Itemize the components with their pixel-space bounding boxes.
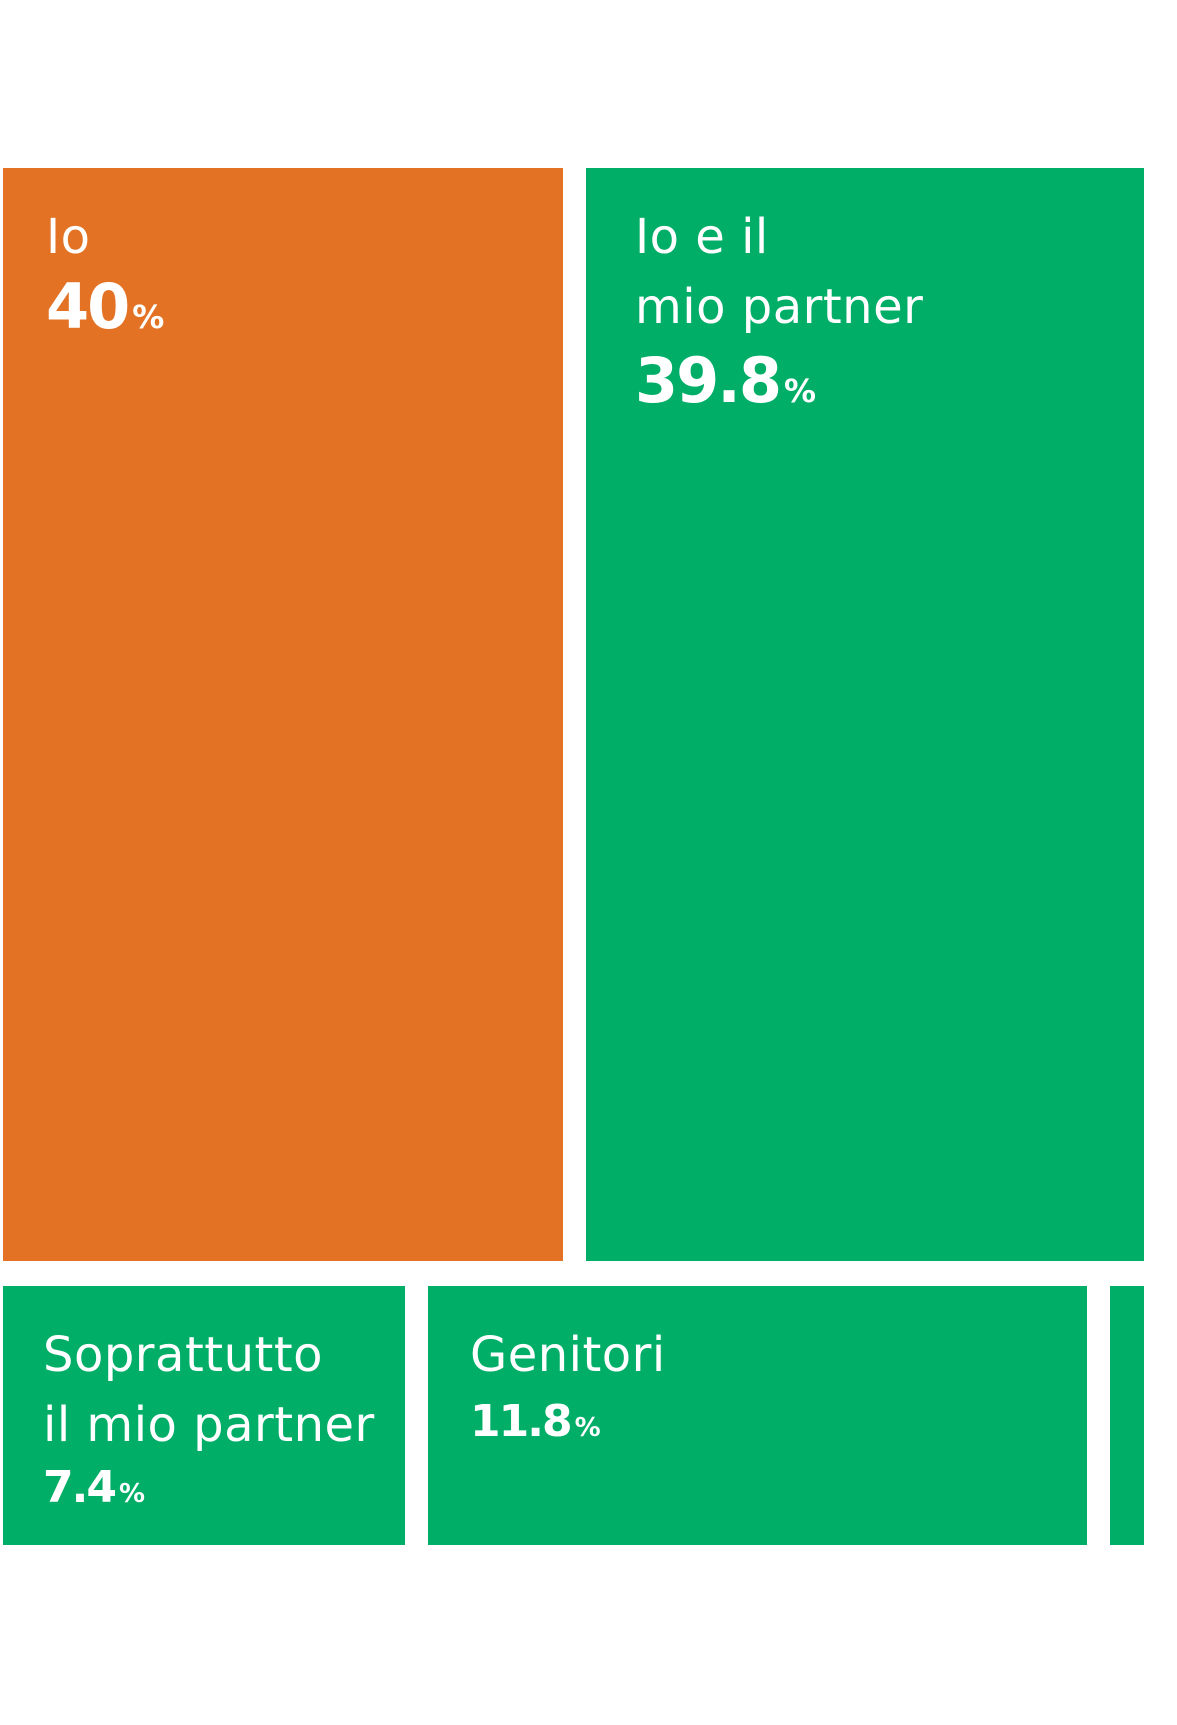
tile-unlabeled <box>1110 1286 1144 1545</box>
tile-value-number: 11.8 <box>470 1396 573 1447</box>
tile-value: 7.4% <box>43 1462 405 1513</box>
tile-label: Genitori <box>470 1327 666 1383</box>
tile-value: 39.8% <box>635 344 1144 417</box>
tile-value-unit: % <box>132 298 165 336</box>
tile-value-number: 39.8 <box>635 344 782 417</box>
tile-io: Io 40% <box>3 168 563 1261</box>
tile-label: Io e il mio partner <box>635 209 924 335</box>
tile-io-e-il-mio-partner: Io e il mio partner 39.8% <box>586 168 1144 1261</box>
tile-value-unit: % <box>783 372 817 410</box>
tile-soprattutto-il-mio-partner: Soprattutto il mio partner 7.4% <box>3 1286 405 1545</box>
tile-value-unit: % <box>118 1479 146 1509</box>
tile-label: Io <box>46 209 91 265</box>
tile-value-number: 40 <box>46 270 130 343</box>
tile-label: Soprattutto il mio partner <box>43 1327 375 1453</box>
tile-genitori: Genitori 11.8% <box>428 1286 1087 1545</box>
tile-value-number: 7.4 <box>43 1462 117 1513</box>
tile-value: 40% <box>46 270 563 343</box>
tile-value: 11.8% <box>470 1396 1087 1447</box>
tile-value-unit: % <box>574 1413 601 1443</box>
